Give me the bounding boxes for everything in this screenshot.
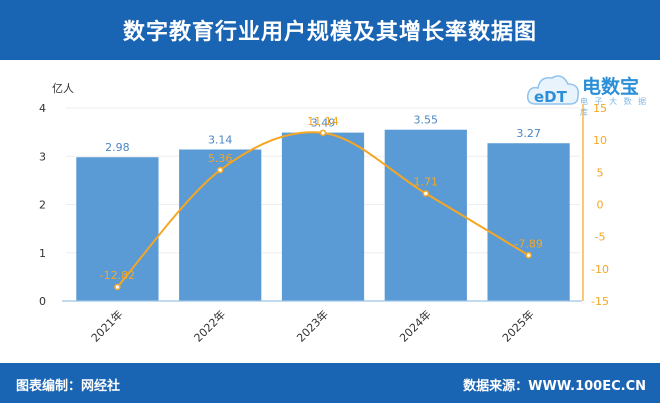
growth-rate-point (319, 129, 327, 137)
growth-rate-value-label: -7.89 (514, 237, 542, 250)
growth-rate-point (216, 166, 224, 174)
right-axis-tick-label: 15 (593, 102, 607, 115)
x-axis-tick-label: 2025年 (499, 307, 536, 344)
left-axis-tick-label: 0 (39, 295, 46, 308)
right-axis-tick-label: 10 (593, 134, 607, 147)
x-axis-tick-label: 2024年 (396, 307, 433, 344)
bar (487, 143, 570, 301)
bar-value-label: 3.49 (311, 117, 336, 130)
bar-value-label: 2.98 (105, 141, 130, 154)
growth-rate-point (525, 252, 532, 259)
chart: 0 1 2 3 4 亿人 -15 -10 -5 0 5 10 15 2021年 2022年 2023年 2024… (39, 82, 609, 345)
left-axis-tick-label: 1 (39, 247, 46, 260)
bar (384, 129, 467, 301)
left-axis-tick-label: 2 (39, 199, 46, 212)
footer: 图表编制：网经社 数据来源：WWW.100EC.CN (0, 363, 660, 403)
bar-value-label: 3.14 (208, 133, 233, 146)
growth-rate-point (422, 190, 430, 197)
logo-brand: 电数宝 (582, 76, 640, 98)
growth-rate-value-label: 1.71 (414, 175, 439, 188)
growth-rate-value-label: 5.36 (208, 152, 233, 165)
x-axis-tick-label: 2023年 (294, 307, 331, 344)
right-axis-tick-label: 0 (597, 199, 604, 212)
logo: eDT 电数宝 电 子 大 数 据 库 (524, 62, 660, 117)
bar-value-label: 3.55 (414, 114, 439, 127)
x-axis-tick-label: 2021年 (88, 307, 125, 344)
left-axis-tick-label: 4 (39, 102, 46, 115)
cloud-logo-icon: eDT (526, 75, 580, 106)
bar (76, 157, 159, 301)
right-axis-tick-label: -15 (591, 295, 609, 308)
x-axis-tick-label: 2022年 (191, 307, 228, 344)
bar (281, 132, 365, 301)
right-axis-tick-label: -5 (595, 231, 606, 244)
logo-badge-text: eDT (534, 88, 568, 106)
footer-credit: 图表编制：网经社 (16, 379, 121, 394)
chart-title-banner: 数字教育行业用户规模及其增长率数据图 (0, 0, 660, 60)
bar (179, 149, 262, 301)
logo-subtitle: 电 子 大 数 据 库 (580, 97, 649, 117)
growth-rate-value-label: -12.82 (100, 269, 135, 282)
growth-rate-value-label: 11.14 (307, 115, 339, 128)
right-axis-tick-label: -10 (591, 263, 609, 276)
page-title: 数字教育行业用户规模及其增长率数据图 (122, 20, 537, 45)
growth-rate-point (114, 283, 121, 291)
footer-source: 数据来源：WWW.100EC.CN (463, 379, 646, 394)
left-axis-tick-label: 3 (39, 150, 46, 163)
right-axis-tick-label: 5 (597, 166, 604, 179)
bar-value-label: 3.27 (516, 127, 541, 140)
y-axis-unit-label: 亿人 (52, 82, 74, 95)
